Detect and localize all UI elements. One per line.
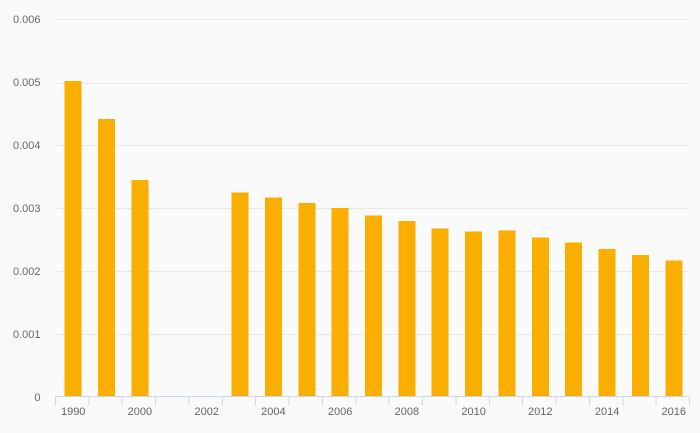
svg-text:0.002: 0.002 <box>13 266 41 278</box>
svg-text:0.006: 0.006 <box>13 14 41 26</box>
svg-text:2000: 2000 <box>128 406 152 418</box>
svg-text:0.001: 0.001 <box>13 329 41 341</box>
svg-text:1990: 1990 <box>61 406 85 418</box>
svg-text:0.003: 0.003 <box>13 203 41 215</box>
svg-text:0.004: 0.004 <box>13 140 41 152</box>
svg-text:0: 0 <box>34 392 40 404</box>
svg-text:2008: 2008 <box>395 406 419 418</box>
svg-text:2002: 2002 <box>194 406 218 418</box>
svg-text:0.005: 0.005 <box>13 77 41 89</box>
svg-text:2006: 2006 <box>328 406 352 418</box>
svg-text:2010: 2010 <box>461 406 485 418</box>
svg-text:2016: 2016 <box>662 406 686 418</box>
svg-text:2014: 2014 <box>595 406 619 418</box>
svg-text:2012: 2012 <box>528 406 552 418</box>
svg-text:2004: 2004 <box>261 406 285 418</box>
